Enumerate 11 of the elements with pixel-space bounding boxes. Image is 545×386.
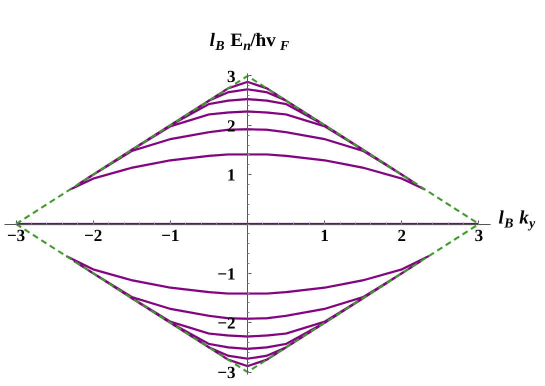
x-tick-label: 3 <box>474 226 484 245</box>
x-tick-label: −3 <box>6 226 26 245</box>
y-tick-label: 1 <box>227 166 236 185</box>
y-tick-label: −1 <box>217 264 236 284</box>
y-tick-label: −3 <box>217 363 236 382</box>
y-tick-label: 3 <box>227 66 236 86</box>
x-tick-label: −1 <box>161 226 180 245</box>
x-tick-label: −2 <box>84 226 102 245</box>
y-tick-label: −2 <box>217 314 236 333</box>
x-tick-label: 1 <box>320 226 329 245</box>
x-tick-label: 2 <box>398 226 406 245</box>
